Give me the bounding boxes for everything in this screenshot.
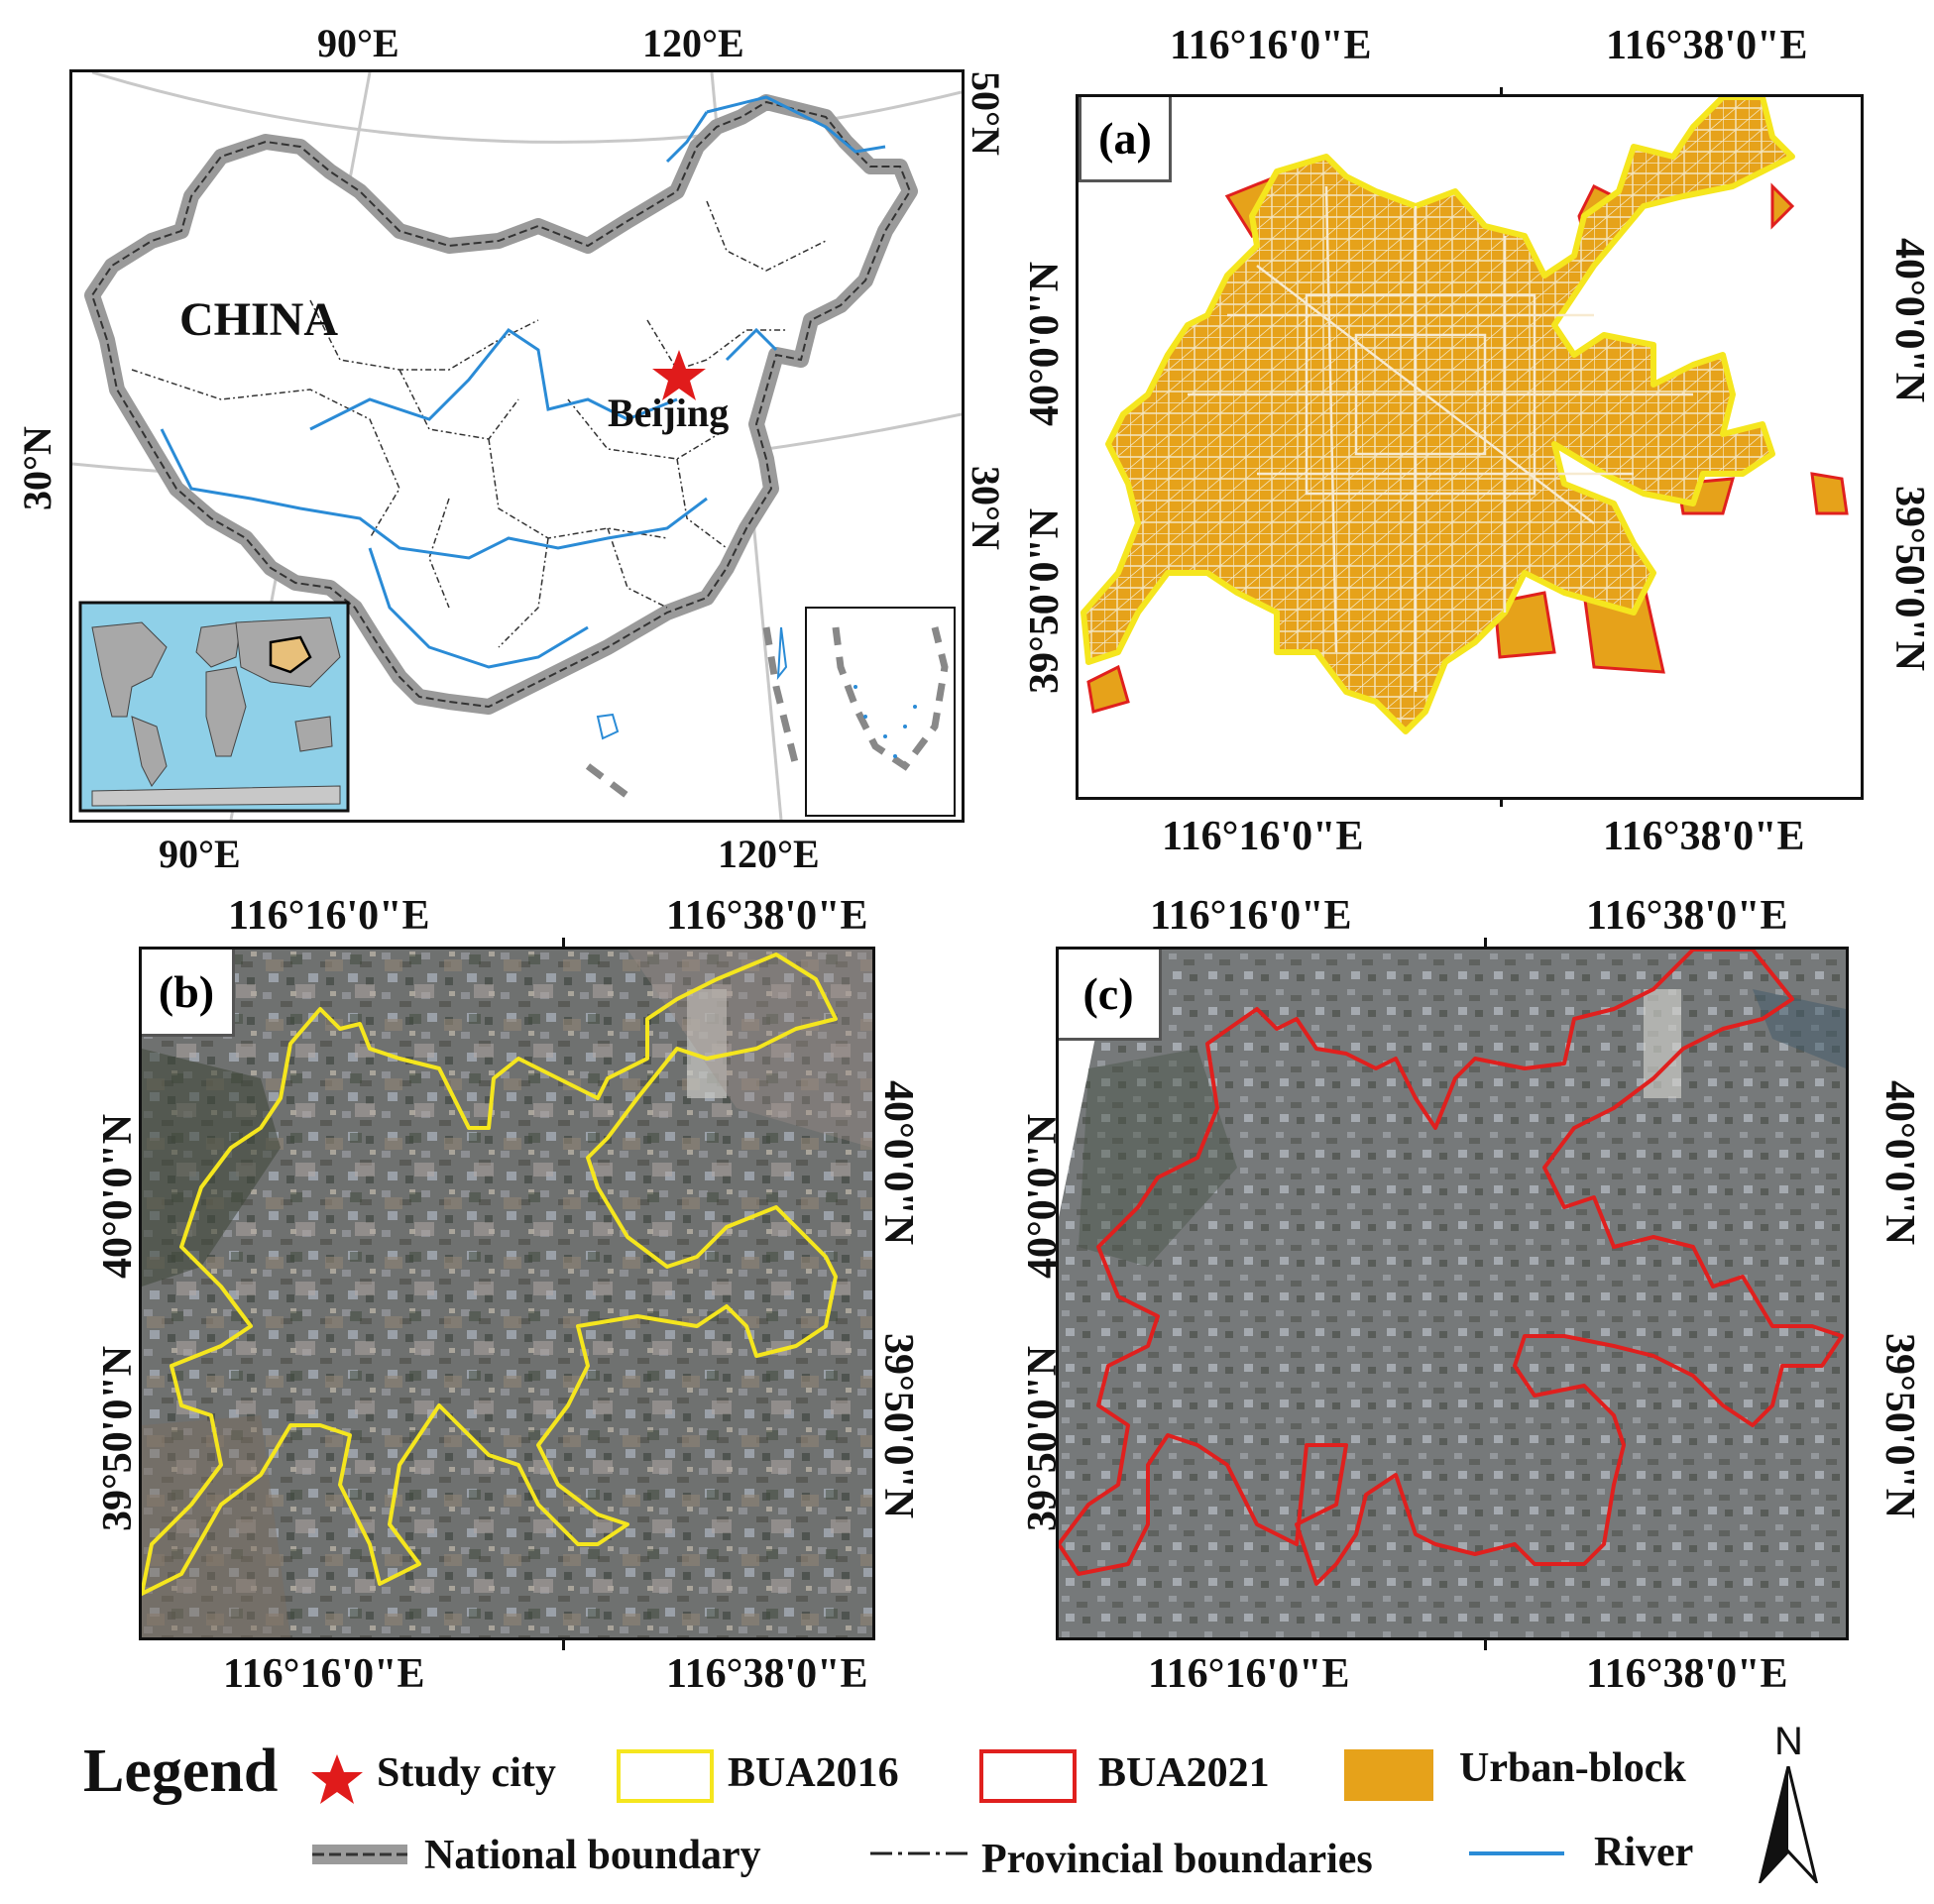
legend-urban-block: Urban-block: [1459, 1745, 1686, 1791]
world-inset: [78, 601, 350, 813]
rivers: [160, 95, 886, 669]
panel-a-lat-right-1: 40°0'0"N: [1886, 238, 1932, 403]
panel-b-map: [142, 950, 872, 1637]
bua2021-outline: [1059, 950, 1844, 1586]
china-lat-right-50: 50°N: [964, 71, 1008, 156]
panel-b-lat-right-2: 39°50'0"N: [875, 1333, 921, 1519]
panel-b-tick-top: [562, 938, 565, 948]
north-label: N: [1774, 1720, 1803, 1763]
bua2016-swatch: [617, 1749, 714, 1803]
national-boundary-swatch: [312, 1845, 407, 1864]
panel-b-lon-bottom-2: 116°38'0"E: [666, 1651, 868, 1697]
legend-river: River: [1594, 1830, 1694, 1875]
legend-study-city: Study city: [377, 1750, 556, 1796]
china-lon-top-120: 120°E: [642, 21, 744, 65]
panel-b-tick-bottom: [562, 1640, 565, 1650]
china-lon-bottom-90: 90°E: [159, 832, 241, 876]
panel-a-lat-left-1: 40°0'0"N: [1022, 261, 1068, 426]
panel-b-lat-left-1: 40°0'0"N: [95, 1113, 141, 1279]
panel-a-tick-bottom: [1500, 797, 1503, 807]
panel-a: (a): [1076, 94, 1864, 800]
panel-b-lat-right-1: 40°0'0"N: [875, 1080, 921, 1246]
panel-b-lon-top-1: 116°16'0"E: [228, 893, 430, 939]
north-arrow-icon: [1759, 1766, 1818, 1883]
country-label: CHINA: [179, 293, 339, 346]
panel-c-lon-top-2: 116°38'0"E: [1586, 893, 1788, 939]
panel-a-lon-top-2: 116°38'0"E: [1606, 23, 1808, 68]
panel-c-tag: (c): [1059, 950, 1162, 1041]
panel-b: (b): [139, 947, 875, 1640]
panel-c-lon-bottom-2: 116°38'0"E: [1586, 1651, 1788, 1697]
study-city-star-icon: [311, 1754, 363, 1804]
panel-c-lat-right-2: 39°50'0"N: [1877, 1333, 1922, 1519]
panel-a-tag: (a): [1079, 97, 1172, 182]
legend-provincial-boundaries: Provincial boundaries: [981, 1837, 1373, 1882]
urban-block-swatch: [1344, 1749, 1433, 1801]
panel-c-lon-bottom-1: 116°16'0"E: [1148, 1651, 1350, 1697]
china-lon-top-90: 90°E: [317, 21, 399, 65]
provincial-boundaries-swatch: [870, 1851, 969, 1855]
legend-bua2016: BUA2016: [728, 1750, 899, 1796]
panel-c: (c): [1056, 947, 1849, 1640]
legend-bua2021: BUA2021: [1098, 1750, 1270, 1796]
panel-a-lon-bottom-2: 116°38'0"E: [1603, 814, 1805, 859]
china-lon-bottom-120: 120°E: [718, 832, 820, 876]
panel-c-lon-top-1: 116°16'0"E: [1150, 893, 1352, 939]
panel-c-tick-bottom: [1484, 1640, 1487, 1650]
panel-a-lat-right-2: 39°50'0"N: [1886, 486, 1932, 672]
china-lat-left-30: 30°N: [15, 426, 59, 510]
panel-a-lat-left-2: 39°50'0"N: [1022, 507, 1068, 694]
panel-a-lon-bottom-1: 116°16'0"E: [1162, 814, 1364, 859]
river-swatch: [1469, 1851, 1564, 1855]
south-china-sea-inset: [805, 607, 956, 817]
panel-b-tag: (b): [142, 950, 235, 1037]
panel-c-tick-top: [1484, 938, 1487, 948]
panel-b-lon-bottom-1: 116°16'0"E: [223, 1651, 425, 1697]
bua2016-outline: [142, 952, 838, 1596]
panel-c-map: [1059, 950, 1846, 1637]
city-label: Beijing: [608, 391, 730, 435]
china-lat-right-30: 30°N: [964, 466, 1008, 550]
china-map-panel: CHINA Beijing: [69, 69, 965, 823]
panel-a-tick-top: [1500, 87, 1503, 97]
beijing-star-icon: [652, 350, 706, 400]
urban-block-area: [1081, 97, 1795, 734]
legend-national-boundary: National boundary: [424, 1833, 761, 1878]
panel-b-lon-top-2: 116°38'0"E: [666, 893, 868, 939]
china-map-svg: [72, 72, 962, 820]
panel-c-lat-right-1: 40°0'0"N: [1877, 1080, 1922, 1246]
legend-title: Legend: [83, 1737, 279, 1805]
bua2021-swatch: [979, 1749, 1077, 1803]
provincial-boundaries: [131, 200, 827, 648]
panel-a-lon-top-1: 116°16'0"E: [1170, 23, 1372, 68]
panel-a-map: [1081, 97, 1849, 734]
panel-b-lat-left-2: 39°50'0"N: [95, 1345, 141, 1531]
